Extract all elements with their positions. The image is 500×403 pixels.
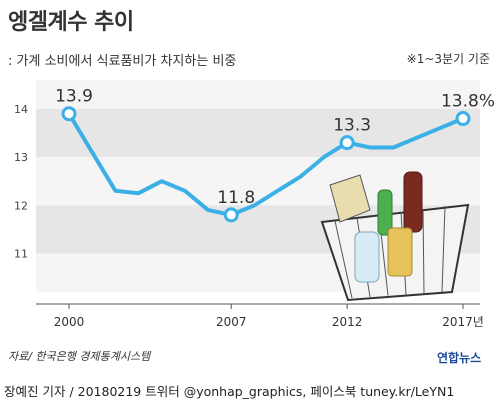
x-tick-label: 2000 bbox=[54, 315, 85, 329]
x-tick-label: 2007 bbox=[216, 315, 247, 329]
yonhap-logo: 연합뉴스 bbox=[437, 351, 482, 365]
chart-title: 엥겔계수 추이 bbox=[8, 10, 134, 35]
x-tick-label: 2012 bbox=[332, 315, 363, 329]
chart-subtitle: : 가계 소비에서 식료품비가 차지하는 비중 bbox=[8, 54, 237, 69]
series-line bbox=[67, 111, 465, 217]
credit-text: 장예진 기자 / 20180219 트위터 @yonhap_graphics, … bbox=[4, 384, 455, 399]
wine-bottle bbox=[403, 171, 423, 233]
basket-wire bbox=[422, 208, 425, 294]
grid-band bbox=[36, 80, 480, 109]
data-label: 13.8% bbox=[441, 92, 495, 112]
data-label: 11.8 bbox=[217, 188, 255, 208]
water-bottle bbox=[354, 231, 380, 283]
source-note: 자료/ 한국은행 경제통계시스템 bbox=[8, 350, 151, 363]
data-point bbox=[339, 135, 355, 151]
milk-carton bbox=[329, 174, 371, 223]
basket-wire bbox=[334, 220, 353, 299]
data-point bbox=[223, 207, 239, 223]
grid-band bbox=[36, 108, 480, 158]
data-point bbox=[455, 111, 471, 127]
y-tick-label: 14 bbox=[14, 103, 28, 116]
y-tick-label: 12 bbox=[14, 199, 28, 212]
data-label: 13.3 bbox=[333, 116, 371, 136]
grocery-basket-illustration bbox=[320, 171, 470, 302]
period-note: ※1~3분기 기준 bbox=[406, 52, 490, 66]
juice-bottle bbox=[387, 227, 413, 277]
green-bottle bbox=[377, 189, 393, 236]
y-tick-label: 11 bbox=[14, 247, 28, 260]
basket-wire bbox=[441, 205, 446, 293]
data-point bbox=[61, 106, 77, 122]
y-tick-label: 13 bbox=[14, 151, 28, 164]
credit-bar: 장예진 기자 / 20180219 트위터 @yonhap_graphics, … bbox=[0, 378, 500, 403]
data-label: 13.9 bbox=[55, 87, 93, 107]
x-tick-label: 2017년 bbox=[442, 315, 484, 329]
